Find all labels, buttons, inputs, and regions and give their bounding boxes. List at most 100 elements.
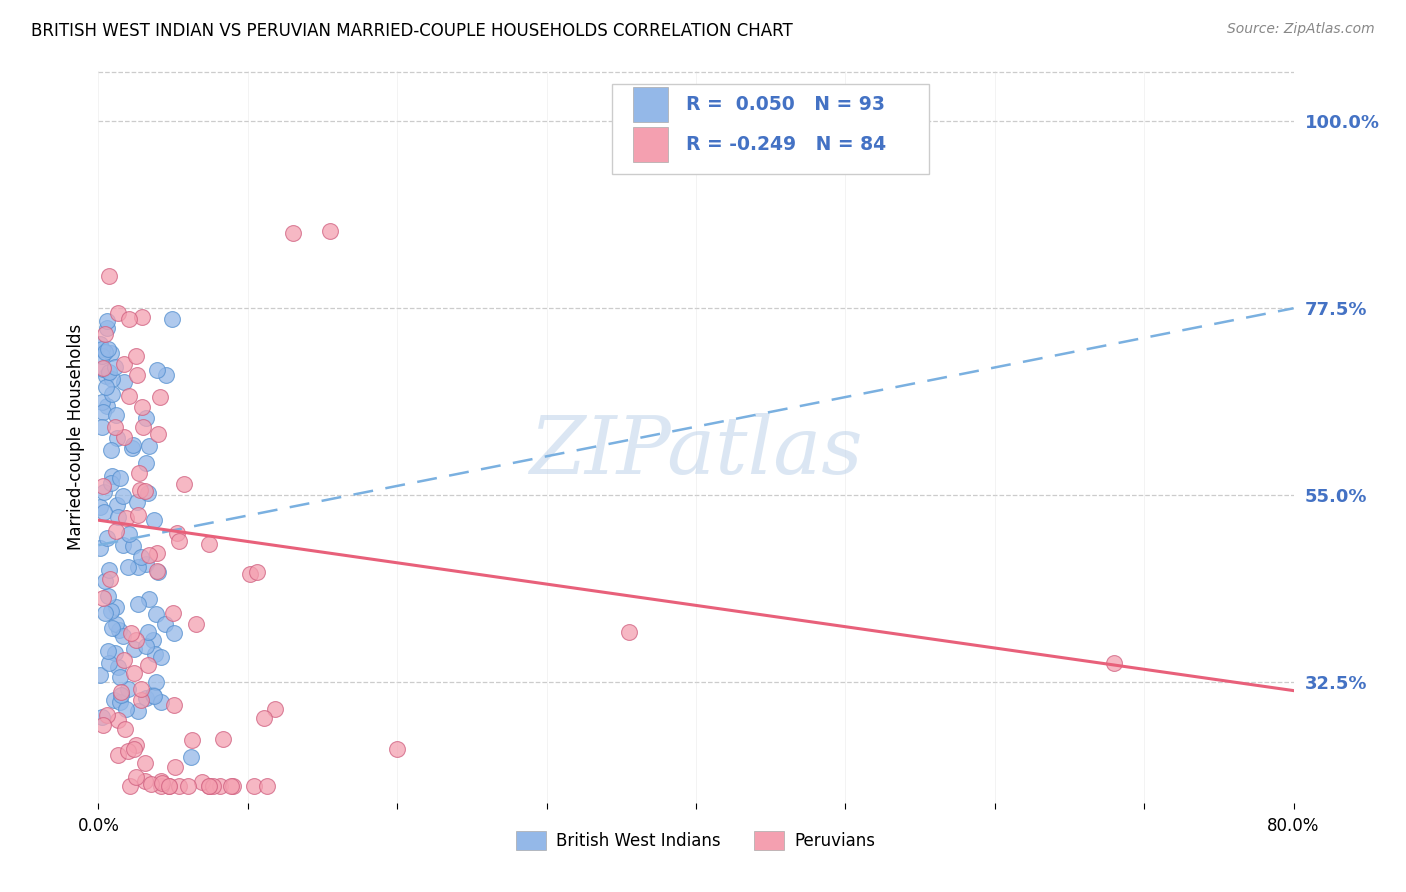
Text: ZIPatlas: ZIPatlas (529, 413, 863, 491)
Point (93, 484, 115, 499)
Text: R = -0.249   N = 84: R = -0.249 N = 84 (686, 135, 887, 153)
Point (114, 430, 136, 444)
Point (128, 466, 150, 480)
Point (96, 532, 118, 546)
Point (136, 486, 159, 500)
Point (198, 537, 221, 551)
Point (131, 682, 153, 697)
Point (131, 310, 153, 325)
Point (103, 693, 125, 707)
Point (155, 368, 177, 383)
Point (177, 779, 200, 793)
Point (162, 606, 184, 620)
Point (100, 476, 122, 491)
Point (150, 779, 173, 793)
Point (90, 710, 112, 724)
Point (104, 646, 127, 660)
Point (149, 390, 172, 404)
Point (167, 533, 190, 548)
Point (143, 689, 166, 703)
Point (122, 641, 145, 656)
Point (118, 389, 141, 403)
Point (118, 779, 141, 793)
Point (134, 484, 156, 499)
Point (110, 471, 132, 485)
Point (100, 372, 122, 386)
Point (107, 748, 129, 763)
Point (173, 477, 195, 491)
Point (114, 723, 136, 737)
Point (253, 711, 276, 725)
Point (186, 617, 208, 632)
Point (97, 269, 120, 284)
Point (108, 695, 131, 709)
Point (96, 369, 118, 384)
Point (142, 633, 165, 648)
Point (121, 441, 143, 455)
Point (135, 640, 157, 654)
Point (124, 349, 146, 363)
Point (101, 468, 124, 483)
Point (211, 732, 233, 747)
Point (97, 589, 120, 603)
Point (96, 313, 118, 327)
Point (166, 525, 188, 540)
Point (98, 657, 121, 671)
Point (114, 511, 136, 525)
Point (107, 306, 129, 320)
Point (191, 775, 214, 789)
Point (97, 342, 120, 356)
Point (122, 438, 145, 452)
Point (264, 702, 287, 716)
Point (117, 560, 139, 574)
Point (124, 665, 146, 680)
Point (98, 563, 121, 577)
FancyBboxPatch shape (613, 84, 929, 174)
Point (181, 732, 204, 747)
Point (89, 337, 111, 351)
Point (108, 623, 131, 637)
Point (91, 361, 114, 376)
Point (112, 653, 135, 667)
Point (101, 387, 124, 401)
Point (117, 744, 139, 758)
Point (135, 690, 157, 705)
Point (114, 357, 136, 371)
Point (100, 604, 122, 618)
Point (94, 606, 117, 620)
Point (142, 688, 165, 702)
Point (135, 411, 157, 425)
Point (146, 546, 169, 560)
Point (91, 717, 114, 731)
Point (111, 489, 134, 503)
Point (146, 427, 169, 442)
Point (89, 668, 111, 682)
Point (96, 380, 118, 394)
Point (135, 456, 157, 470)
Point (112, 375, 135, 389)
Point (111, 629, 134, 643)
Point (104, 420, 127, 434)
Point (94, 327, 117, 342)
Point (105, 524, 128, 538)
Point (89, 500, 111, 514)
Point (96, 320, 118, 334)
Point (146, 564, 169, 578)
Point (115, 702, 138, 716)
Point (117, 681, 139, 696)
Point (153, 617, 176, 632)
Point (124, 632, 146, 647)
Point (281, 227, 304, 241)
Point (127, 508, 149, 522)
Text: BRITISH WEST INDIAN VS PERUVIAN MARRIED-COUPLE HOUSEHOLDS CORRELATION CHART: BRITISH WEST INDIAN VS PERUVIAN MARRIED-… (31, 22, 793, 40)
Point (127, 704, 149, 718)
Point (91, 395, 114, 409)
Point (135, 557, 157, 571)
Point (127, 495, 149, 509)
Point (139, 777, 162, 791)
Point (180, 750, 202, 764)
Point (157, 779, 180, 793)
Point (138, 548, 160, 562)
Point (132, 420, 155, 434)
Point (98, 572, 121, 586)
